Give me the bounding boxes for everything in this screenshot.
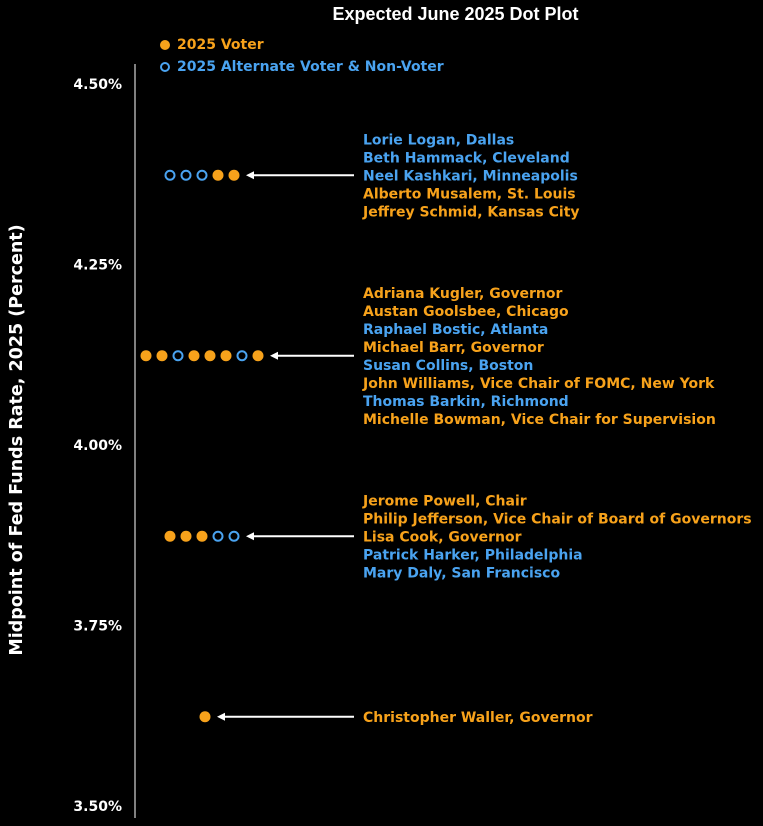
- y-tick-label: 4.25%: [73, 258, 122, 274]
- legend-label-voter: 2025 Voter: [177, 37, 264, 53]
- chart-title: Expected June 2025 Dot Plot: [332, 4, 579, 24]
- voter-dot: [199, 711, 211, 723]
- member-name: Austan Goolsbee, Chicago: [363, 304, 569, 320]
- member-name: Neel Kashkari, Minneapolis: [363, 168, 578, 184]
- voter-dot: [156, 350, 168, 362]
- member-name: John Williams, Vice Chair of FOMC, New Y…: [362, 376, 715, 392]
- filled-dot-icon: [160, 40, 170, 50]
- arrowhead-icon: [246, 171, 254, 180]
- legend-label-alternate: 2025 Alternate Voter & Non-Voter: [177, 59, 444, 75]
- voter-dot: [188, 350, 200, 362]
- y-tick-label: 3.50%: [73, 799, 122, 815]
- member-name: Thomas Barkin, Richmond: [363, 394, 569, 410]
- y-tick-label: 3.75%: [73, 619, 122, 635]
- voter-dot: [204, 350, 216, 362]
- member-name: Mary Daly, San Francisco: [363, 565, 560, 581]
- voter-dot: [140, 350, 152, 362]
- arrowhead-icon: [246, 532, 254, 541]
- member-name: Philip Jefferson, Vice Chair of Board of…: [363, 511, 752, 527]
- voter-dot: [212, 169, 224, 181]
- legend-item-alternate: 2025 Alternate Voter & Non-Voter: [160, 59, 444, 75]
- voter-dot: [252, 350, 264, 362]
- y-tick-label: 4.50%: [73, 77, 122, 93]
- alternate-dot: [164, 169, 176, 181]
- hollow-dot-icon: [160, 62, 170, 72]
- legend-item-voter: 2025 Voter: [160, 37, 264, 53]
- member-name: Michael Barr, Governor: [363, 340, 544, 356]
- voter-dot: [228, 169, 240, 181]
- member-name: Susan Collins, Boston: [363, 358, 533, 374]
- alternate-dot: [196, 169, 208, 181]
- member-name: Alberto Musalem, St. Louis: [363, 186, 576, 202]
- alternate-dot: [236, 350, 248, 362]
- voter-dot: [196, 530, 208, 542]
- member-name: Lisa Cook, Governor: [363, 529, 522, 545]
- member-name: Christopher Waller, Governor: [363, 710, 593, 726]
- member-name: Lorie Logan, Dallas: [363, 132, 514, 148]
- alternate-dot: [212, 530, 224, 542]
- member-name: Michelle Bowman, Vice Chair for Supervis…: [363, 412, 716, 428]
- member-name: Beth Hammack, Cleveland: [363, 150, 570, 166]
- member-name: Adriana Kugler, Governor: [363, 286, 562, 302]
- alternate-dot: [180, 169, 192, 181]
- voter-dot: [164, 530, 176, 542]
- member-name: Patrick Harker, Philadelphia: [363, 547, 583, 563]
- member-name: Raphael Bostic, Atlanta: [363, 322, 548, 338]
- member-name: Jerome Powell, Chair: [362, 493, 527, 509]
- voter-dot: [180, 530, 192, 542]
- y-tick-label: 4.00%: [73, 438, 122, 454]
- member-name: Jeffrey Schmid, Kansas City: [362, 204, 580, 220]
- arrowhead-icon: [217, 712, 225, 721]
- voter-dot: [220, 350, 232, 362]
- alternate-dot: [172, 350, 184, 362]
- alternate-dot: [228, 530, 240, 542]
- arrowhead-icon: [270, 351, 278, 360]
